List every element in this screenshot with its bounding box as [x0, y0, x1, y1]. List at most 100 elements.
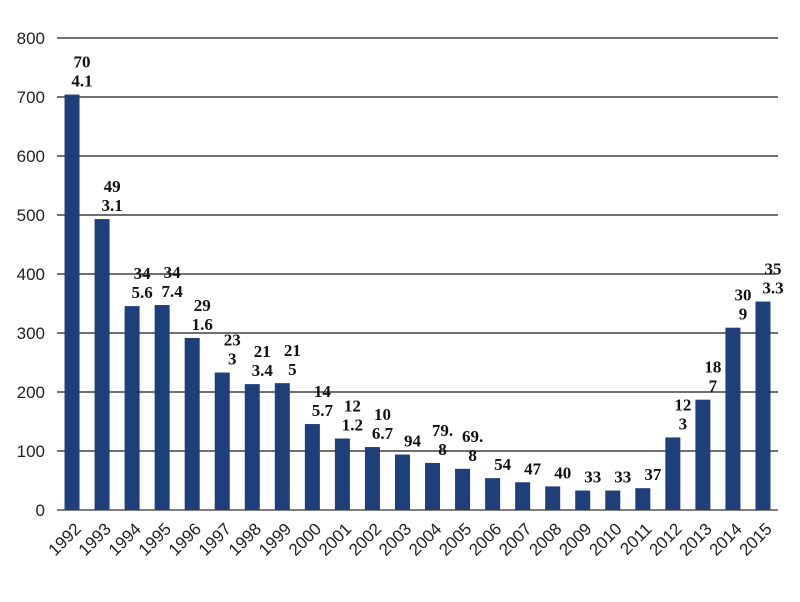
data-label: 3: [228, 350, 237, 369]
data-label: 18: [704, 358, 721, 377]
data-label: 21: [284, 341, 301, 360]
y-axis-ticks: 0 100 200 300 400 500 600 700 800: [17, 29, 45, 520]
bar: [94, 219, 110, 511]
x-tick-label: 1993: [75, 519, 115, 559]
x-tick-label: 2002: [345, 519, 385, 559]
y-tick-label: 800: [17, 29, 45, 48]
bar: [214, 372, 230, 510]
data-label: 5.7: [312, 401, 334, 420]
data-label: 7: [709, 377, 718, 396]
data-label: 3.1: [101, 196, 122, 215]
data-label: 29: [194, 296, 211, 315]
x-tick-label: 2009: [555, 519, 595, 559]
data-label: 23: [224, 331, 241, 350]
data-label: 69.: [462, 427, 483, 446]
data-label: 34: [164, 263, 182, 282]
x-tick-label: 1992: [45, 519, 85, 559]
bar: [244, 384, 260, 510]
bar: [274, 383, 290, 510]
x-tick-label: 2015: [736, 519, 776, 559]
data-label: 94: [404, 432, 422, 451]
x-tick-label: 2006: [465, 519, 505, 559]
bar: [485, 478, 501, 510]
x-tick-label: 2014: [706, 519, 746, 559]
data-label: 1.6: [192, 315, 213, 334]
data-label: 70: [74, 53, 91, 72]
x-tick-label: 2013: [676, 519, 716, 559]
bar: [184, 337, 200, 510]
data-label: 5: [288, 360, 297, 379]
bar: [334, 438, 350, 510]
data-label: 6.7: [372, 424, 394, 443]
data-label: 79.: [432, 421, 453, 440]
y-tick-label: 0: [36, 501, 45, 520]
gridlines: [57, 37, 778, 511]
bars: [64, 94, 771, 511]
x-tick-label: 2000: [285, 519, 325, 559]
data-label: 3: [679, 414, 688, 433]
data-label: 49: [104, 177, 121, 196]
bar: [304, 424, 320, 510]
y-tick-label: 500: [17, 206, 45, 225]
y-tick-label: 200: [17, 383, 45, 402]
data-label: 4.1: [71, 72, 92, 91]
x-tick-label: 2001: [315, 519, 355, 559]
x-tick-label: 2007: [495, 519, 535, 559]
x-tick-label: 1997: [195, 519, 235, 559]
data-label: 12: [344, 396, 361, 415]
x-tick-label: 1996: [165, 519, 205, 559]
x-tick-label: 2003: [375, 519, 415, 559]
data-label: 7.4: [162, 282, 184, 301]
x-tick-label: 2005: [435, 519, 475, 559]
x-tick-label: 2008: [525, 519, 565, 559]
bar: [755, 301, 771, 510]
data-label: 5.6: [131, 283, 152, 302]
data-label: 3.4: [252, 361, 274, 380]
x-tick-label: 1994: [105, 519, 145, 559]
bar: [124, 306, 140, 510]
data-label: 33: [614, 468, 631, 487]
data-label: 54: [494, 455, 512, 474]
bar: [455, 468, 471, 510]
data-label: 40: [554, 463, 571, 482]
bar: [545, 486, 561, 510]
x-tick-label: 1998: [225, 519, 265, 559]
bar: [605, 490, 621, 510]
bar: [695, 399, 711, 510]
bar: [154, 305, 170, 510]
data-label: 3.3: [762, 279, 783, 298]
data-label: 30: [734, 286, 751, 305]
data-label: 8: [438, 440, 447, 459]
data-label: 33: [584, 468, 601, 487]
x-tick-label: 1999: [255, 519, 295, 559]
data-label: 14: [314, 382, 332, 401]
x-tick-label: 1995: [135, 519, 175, 559]
bar: [665, 437, 681, 510]
data-label: 1.2: [342, 415, 363, 434]
data-label: 10: [374, 405, 391, 424]
bar: [394, 454, 410, 510]
y-tick-label: 100: [17, 442, 45, 461]
y-tick-label: 400: [17, 265, 45, 284]
bar: [515, 482, 531, 510]
bar: [725, 327, 741, 510]
data-label: 9: [739, 305, 748, 324]
bar: [364, 447, 380, 510]
y-tick-label: 700: [17, 88, 45, 107]
data-label: 35: [764, 260, 781, 279]
x-tick-label: 2012: [645, 519, 685, 559]
bar: [425, 462, 441, 510]
bar: [575, 490, 591, 510]
x-tick-label: 2010: [585, 519, 625, 559]
bar: [635, 488, 651, 510]
x-tick-label: 2011: [616, 519, 655, 558]
y-tick-label: 300: [17, 324, 45, 343]
data-label: 12: [674, 395, 691, 414]
data-label: 8: [468, 446, 477, 465]
data-label: 21: [254, 342, 271, 361]
y-tick-label: 600: [17, 147, 45, 166]
x-axis-ticks: 1992199319941995199619971998199920002001…: [45, 519, 776, 559]
x-tick-label: 2004: [405, 519, 445, 559]
